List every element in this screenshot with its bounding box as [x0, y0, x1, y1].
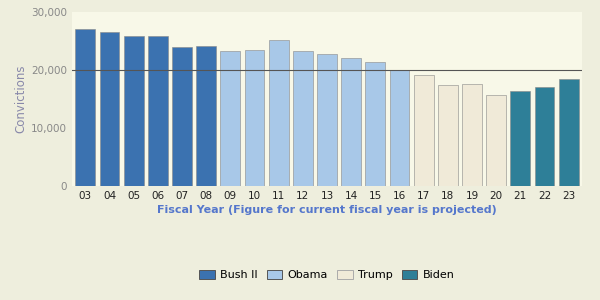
Bar: [559, 79, 578, 186]
Bar: [293, 51, 313, 186]
Bar: [438, 85, 458, 186]
Bar: [76, 29, 95, 186]
Y-axis label: Convictions: Convictions: [14, 65, 27, 133]
Bar: [341, 58, 361, 186]
X-axis label: Fiscal Year (Figure for current fiscal year is projected): Fiscal Year (Figure for current fiscal y…: [157, 205, 497, 215]
Bar: [535, 87, 554, 186]
Bar: [245, 50, 265, 186]
Bar: [486, 95, 506, 186]
Bar: [220, 51, 240, 186]
Bar: [148, 36, 168, 186]
Bar: [269, 40, 289, 186]
Bar: [100, 32, 119, 186]
Bar: [365, 62, 385, 186]
Legend: Bush II, Obama, Trump, Biden: Bush II, Obama, Trump, Biden: [194, 266, 460, 285]
Bar: [511, 92, 530, 186]
Bar: [317, 54, 337, 186]
Bar: [462, 84, 482, 186]
Bar: [124, 36, 143, 186]
Bar: [389, 70, 409, 186]
Bar: [172, 47, 192, 186]
Bar: [196, 46, 216, 186]
Bar: [414, 75, 434, 186]
